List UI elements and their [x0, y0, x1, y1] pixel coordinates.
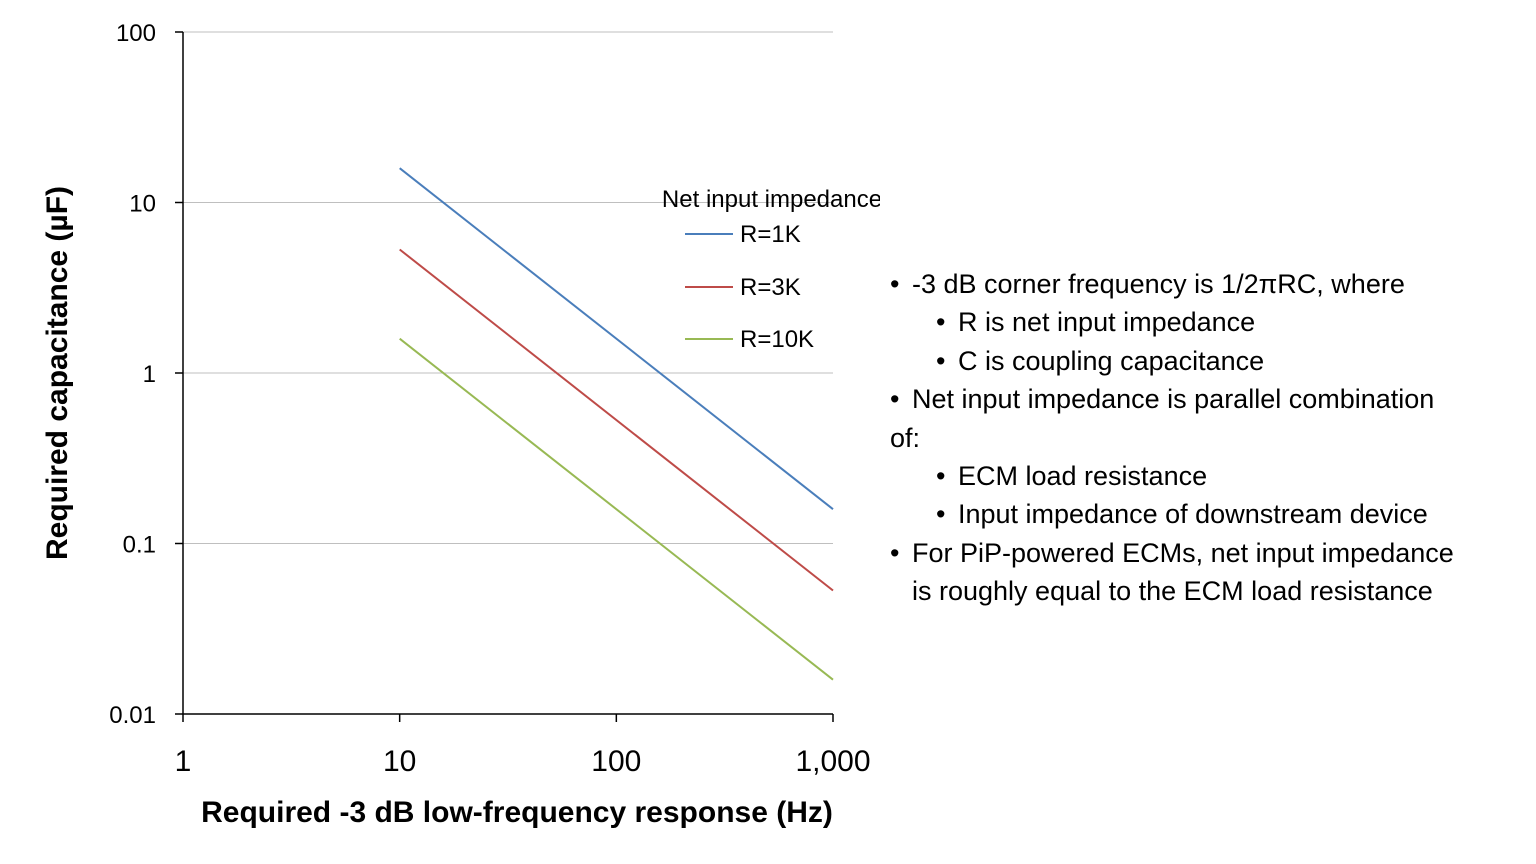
note-sub-bullet: • C is coupling capacitance [890, 342, 1520, 380]
series-line-r1k [399, 167, 834, 510]
x-axis-label: Required -3 dB low-frequency response (H… [201, 796, 833, 829]
legend-label: R=10K [740, 326, 814, 353]
y-tick-label: 0.01 [109, 702, 156, 729]
y-axis-label: Required capacitance (µF) [41, 186, 74, 560]
note-bullet: • For PiP-powered ECMs, net input impedan… [890, 534, 1520, 572]
notes-panel: • -3 dB corner frequency is 1/2πRC, where… [890, 265, 1520, 611]
note-text: -3 dB corner frequency is 1/2πRC, where [912, 269, 1405, 299]
bullet-icon: • [890, 384, 900, 415]
note-text: is roughly equal to the ECM load resista… [912, 576, 1433, 607]
note-text: C is coupling capacitance [958, 345, 1265, 376]
bullet-icon: • [936, 461, 946, 492]
bullet-icon: • [936, 499, 946, 530]
note-sub-bullet: • R is net input impedance [890, 303, 1520, 341]
series-lines [399, 167, 834, 681]
x-tick-label: 1,000 [795, 745, 870, 778]
y-tick-label: 1 [143, 361, 156, 388]
x-tick-label: 100 [591, 745, 641, 778]
y-tick-label: 0.1 [123, 532, 156, 559]
bullet-icon: • [936, 307, 946, 338]
note-text: Input impedance of downstream device [958, 499, 1428, 530]
note-continuation: of: [890, 419, 1520, 457]
note-text: For PiP-powered ECMs, net input impedanc… [912, 537, 1454, 568]
note-bullet: • -3 dB corner frequency is 1/2πRC, where [890, 265, 1520, 303]
y-tick-label: 10 [129, 191, 156, 218]
bullet-icon: • [890, 269, 900, 299]
note-text: ECM load resistance [958, 461, 1208, 492]
bullet-icon: • [890, 537, 900, 568]
legend: Net input impedance R=1K R=3K R=10K [662, 186, 880, 353]
bullet-icon: • [936, 345, 946, 376]
legend-label: R=1K [740, 221, 801, 248]
legend-title: Net input impedance [662, 186, 880, 213]
capacitance-chart: 0.01 0.1 1 10 100 1 10 100 1,000 Net input imped… [41, 20, 880, 829]
legend-label: R=3K [740, 274, 801, 301]
note-bullet: • Net input impedance is parallel combina… [890, 380, 1520, 418]
x-tick-label: 1 [175, 745, 192, 778]
x-tick-label: 10 [383, 745, 416, 778]
note-sub-bullet: • ECM load resistance [890, 457, 1520, 495]
y-tick-label: 100 [116, 20, 156, 47]
series-line-r3k [399, 248, 834, 592]
note-text: of: [890, 422, 921, 453]
series-line-r10k [399, 337, 834, 681]
note-text: Net input impedance is parallel combinat… [912, 384, 1435, 415]
axes: 0.01 0.1 1 10 100 1 10 100 1,000 [109, 20, 870, 778]
note-continuation: is roughly equal to the ECM load resista… [890, 572, 1520, 610]
note-sub-bullet: • Input impedance of downstream device [890, 495, 1520, 533]
gridlines [183, 31, 833, 544]
note-text: R is net input impedance [958, 307, 1256, 338]
